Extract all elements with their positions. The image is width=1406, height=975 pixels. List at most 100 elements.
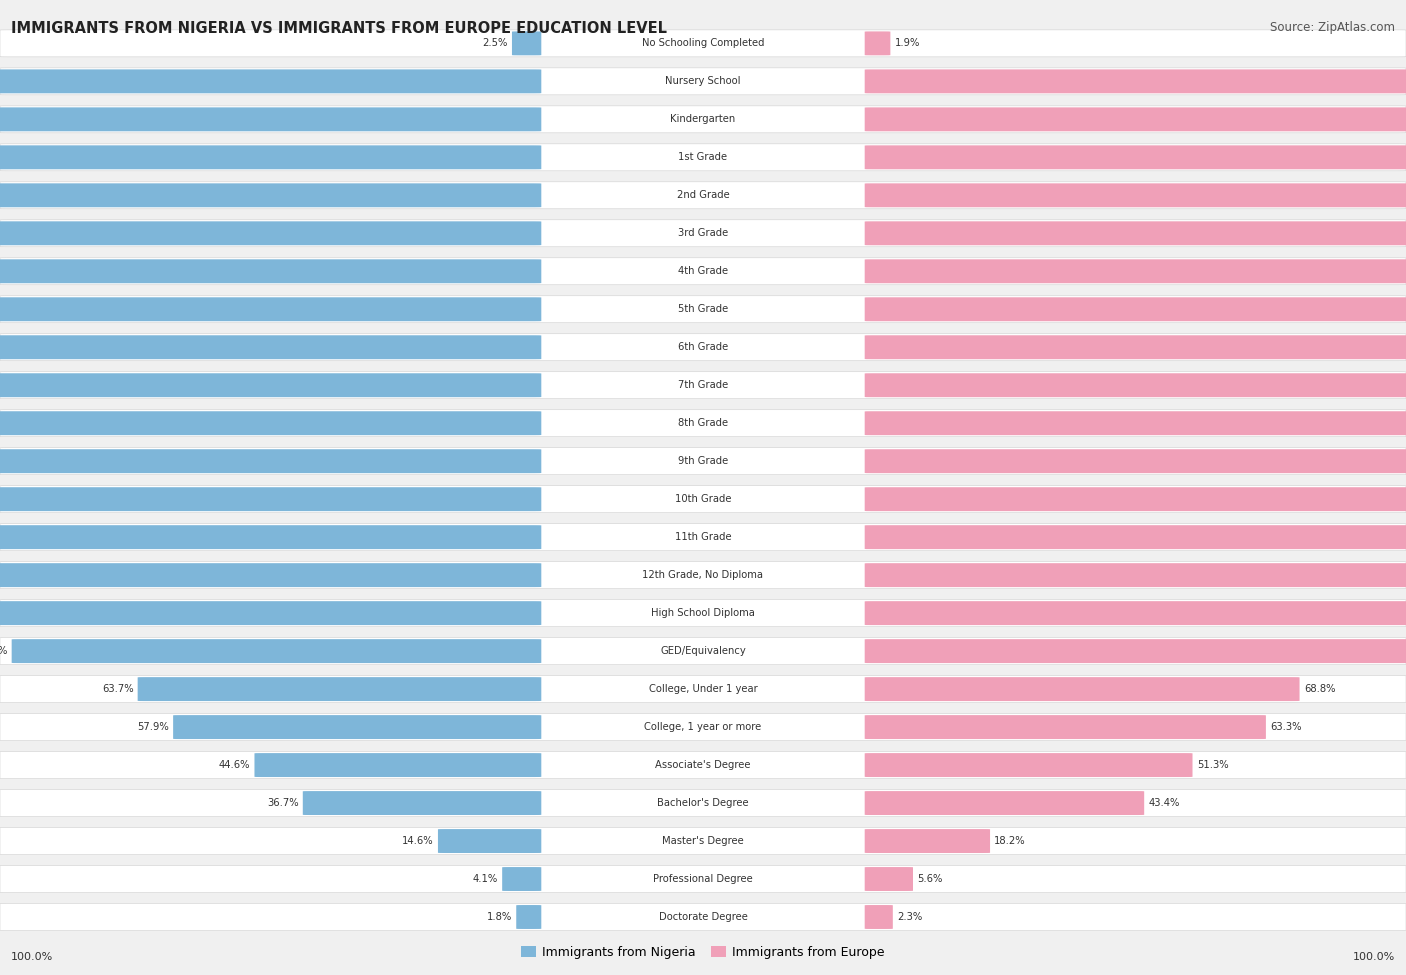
FancyBboxPatch shape bbox=[0, 144, 1406, 171]
FancyBboxPatch shape bbox=[0, 448, 1406, 475]
Text: 2.5%: 2.5% bbox=[482, 38, 508, 49]
Text: 43.4%: 43.4% bbox=[1149, 799, 1180, 808]
FancyBboxPatch shape bbox=[865, 297, 1406, 321]
FancyBboxPatch shape bbox=[0, 221, 541, 246]
Text: 7th Grade: 7th Grade bbox=[678, 380, 728, 390]
FancyBboxPatch shape bbox=[865, 526, 1406, 549]
FancyBboxPatch shape bbox=[0, 259, 541, 284]
FancyBboxPatch shape bbox=[865, 183, 1406, 208]
Text: Kindergarten: Kindergarten bbox=[671, 114, 735, 125]
FancyBboxPatch shape bbox=[512, 31, 541, 56]
FancyBboxPatch shape bbox=[0, 828, 1406, 854]
FancyBboxPatch shape bbox=[11, 640, 541, 663]
Text: College, 1 year or more: College, 1 year or more bbox=[644, 722, 762, 732]
Text: 6th Grade: 6th Grade bbox=[678, 342, 728, 352]
Text: Master's Degree: Master's Degree bbox=[662, 836, 744, 846]
Text: IMMIGRANTS FROM NIGERIA VS IMMIGRANTS FROM EUROPE EDUCATION LEVEL: IMMIGRANTS FROM NIGERIA VS IMMIGRANTS FR… bbox=[11, 21, 668, 36]
FancyBboxPatch shape bbox=[0, 295, 1406, 323]
FancyBboxPatch shape bbox=[0, 257, 1406, 285]
FancyBboxPatch shape bbox=[0, 602, 541, 625]
FancyBboxPatch shape bbox=[0, 676, 1406, 703]
FancyBboxPatch shape bbox=[865, 69, 1406, 94]
FancyBboxPatch shape bbox=[0, 790, 1406, 816]
FancyBboxPatch shape bbox=[0, 638, 1406, 665]
Text: 11th Grade: 11th Grade bbox=[675, 532, 731, 542]
FancyBboxPatch shape bbox=[254, 753, 541, 777]
FancyBboxPatch shape bbox=[0, 30, 1406, 57]
Text: Nursery School: Nursery School bbox=[665, 76, 741, 87]
FancyBboxPatch shape bbox=[865, 31, 890, 56]
Text: Professional Degree: Professional Degree bbox=[654, 874, 752, 884]
FancyBboxPatch shape bbox=[173, 715, 541, 739]
Text: Bachelor's Degree: Bachelor's Degree bbox=[657, 799, 749, 808]
Text: 5.6%: 5.6% bbox=[917, 874, 942, 884]
FancyBboxPatch shape bbox=[0, 333, 1406, 361]
FancyBboxPatch shape bbox=[0, 449, 541, 473]
Text: 8th Grade: 8th Grade bbox=[678, 418, 728, 428]
FancyBboxPatch shape bbox=[865, 449, 1406, 473]
FancyBboxPatch shape bbox=[865, 867, 912, 891]
FancyBboxPatch shape bbox=[0, 145, 541, 170]
Text: Source: ZipAtlas.com: Source: ZipAtlas.com bbox=[1270, 21, 1395, 34]
FancyBboxPatch shape bbox=[138, 677, 541, 701]
FancyBboxPatch shape bbox=[0, 562, 1406, 589]
FancyBboxPatch shape bbox=[865, 564, 1406, 587]
FancyBboxPatch shape bbox=[0, 69, 541, 94]
FancyBboxPatch shape bbox=[0, 183, 541, 208]
FancyBboxPatch shape bbox=[865, 905, 893, 929]
FancyBboxPatch shape bbox=[0, 410, 1406, 437]
FancyBboxPatch shape bbox=[0, 106, 1406, 133]
Text: 57.9%: 57.9% bbox=[138, 722, 169, 732]
FancyBboxPatch shape bbox=[865, 373, 1406, 397]
Text: 100.0%: 100.0% bbox=[11, 953, 53, 962]
Text: Associate's Degree: Associate's Degree bbox=[655, 760, 751, 770]
FancyBboxPatch shape bbox=[516, 905, 541, 929]
Text: 2nd Grade: 2nd Grade bbox=[676, 190, 730, 200]
FancyBboxPatch shape bbox=[0, 866, 1406, 892]
FancyBboxPatch shape bbox=[865, 411, 1406, 435]
FancyBboxPatch shape bbox=[0, 714, 1406, 741]
Text: 2.3%: 2.3% bbox=[897, 912, 922, 922]
FancyBboxPatch shape bbox=[865, 791, 1144, 815]
FancyBboxPatch shape bbox=[865, 640, 1406, 663]
FancyBboxPatch shape bbox=[0, 68, 1406, 95]
Text: 63.3%: 63.3% bbox=[1270, 722, 1302, 732]
Text: 5th Grade: 5th Grade bbox=[678, 304, 728, 314]
Legend: Immigrants from Nigeria, Immigrants from Europe: Immigrants from Nigeria, Immigrants from… bbox=[516, 941, 890, 964]
FancyBboxPatch shape bbox=[0, 904, 1406, 930]
FancyBboxPatch shape bbox=[0, 564, 541, 587]
FancyBboxPatch shape bbox=[0, 297, 541, 321]
Text: 3rd Grade: 3rd Grade bbox=[678, 228, 728, 238]
FancyBboxPatch shape bbox=[865, 335, 1406, 359]
FancyBboxPatch shape bbox=[865, 829, 990, 853]
Text: College, Under 1 year: College, Under 1 year bbox=[648, 684, 758, 694]
FancyBboxPatch shape bbox=[865, 488, 1406, 511]
FancyBboxPatch shape bbox=[865, 221, 1406, 246]
Text: 68.8%: 68.8% bbox=[1303, 684, 1336, 694]
FancyBboxPatch shape bbox=[0, 181, 1406, 209]
FancyBboxPatch shape bbox=[0, 486, 1406, 513]
FancyBboxPatch shape bbox=[865, 715, 1265, 739]
FancyBboxPatch shape bbox=[865, 145, 1406, 170]
Text: 4.1%: 4.1% bbox=[472, 874, 498, 884]
Text: 14.6%: 14.6% bbox=[402, 836, 433, 846]
Text: 1.8%: 1.8% bbox=[486, 912, 512, 922]
Text: Doctorate Degree: Doctorate Degree bbox=[658, 912, 748, 922]
FancyBboxPatch shape bbox=[0, 524, 1406, 551]
Text: 84.3%: 84.3% bbox=[0, 646, 7, 656]
Text: 9th Grade: 9th Grade bbox=[678, 456, 728, 466]
FancyBboxPatch shape bbox=[865, 753, 1192, 777]
Text: GED/Equivalency: GED/Equivalency bbox=[661, 646, 745, 656]
Text: 18.2%: 18.2% bbox=[994, 836, 1026, 846]
FancyBboxPatch shape bbox=[865, 602, 1406, 625]
Text: High School Diploma: High School Diploma bbox=[651, 608, 755, 618]
FancyBboxPatch shape bbox=[0, 411, 541, 435]
Text: 1st Grade: 1st Grade bbox=[679, 152, 727, 162]
FancyBboxPatch shape bbox=[865, 107, 1406, 132]
FancyBboxPatch shape bbox=[0, 488, 541, 511]
Text: No Schooling Completed: No Schooling Completed bbox=[641, 38, 765, 49]
FancyBboxPatch shape bbox=[865, 259, 1406, 284]
FancyBboxPatch shape bbox=[0, 600, 1406, 627]
FancyBboxPatch shape bbox=[437, 829, 541, 853]
FancyBboxPatch shape bbox=[0, 752, 1406, 779]
